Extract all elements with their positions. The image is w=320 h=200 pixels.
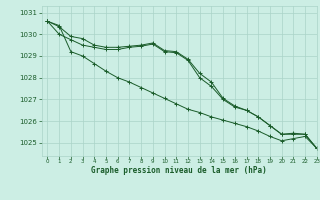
X-axis label: Graphe pression niveau de la mer (hPa): Graphe pression niveau de la mer (hPa) bbox=[91, 166, 267, 175]
